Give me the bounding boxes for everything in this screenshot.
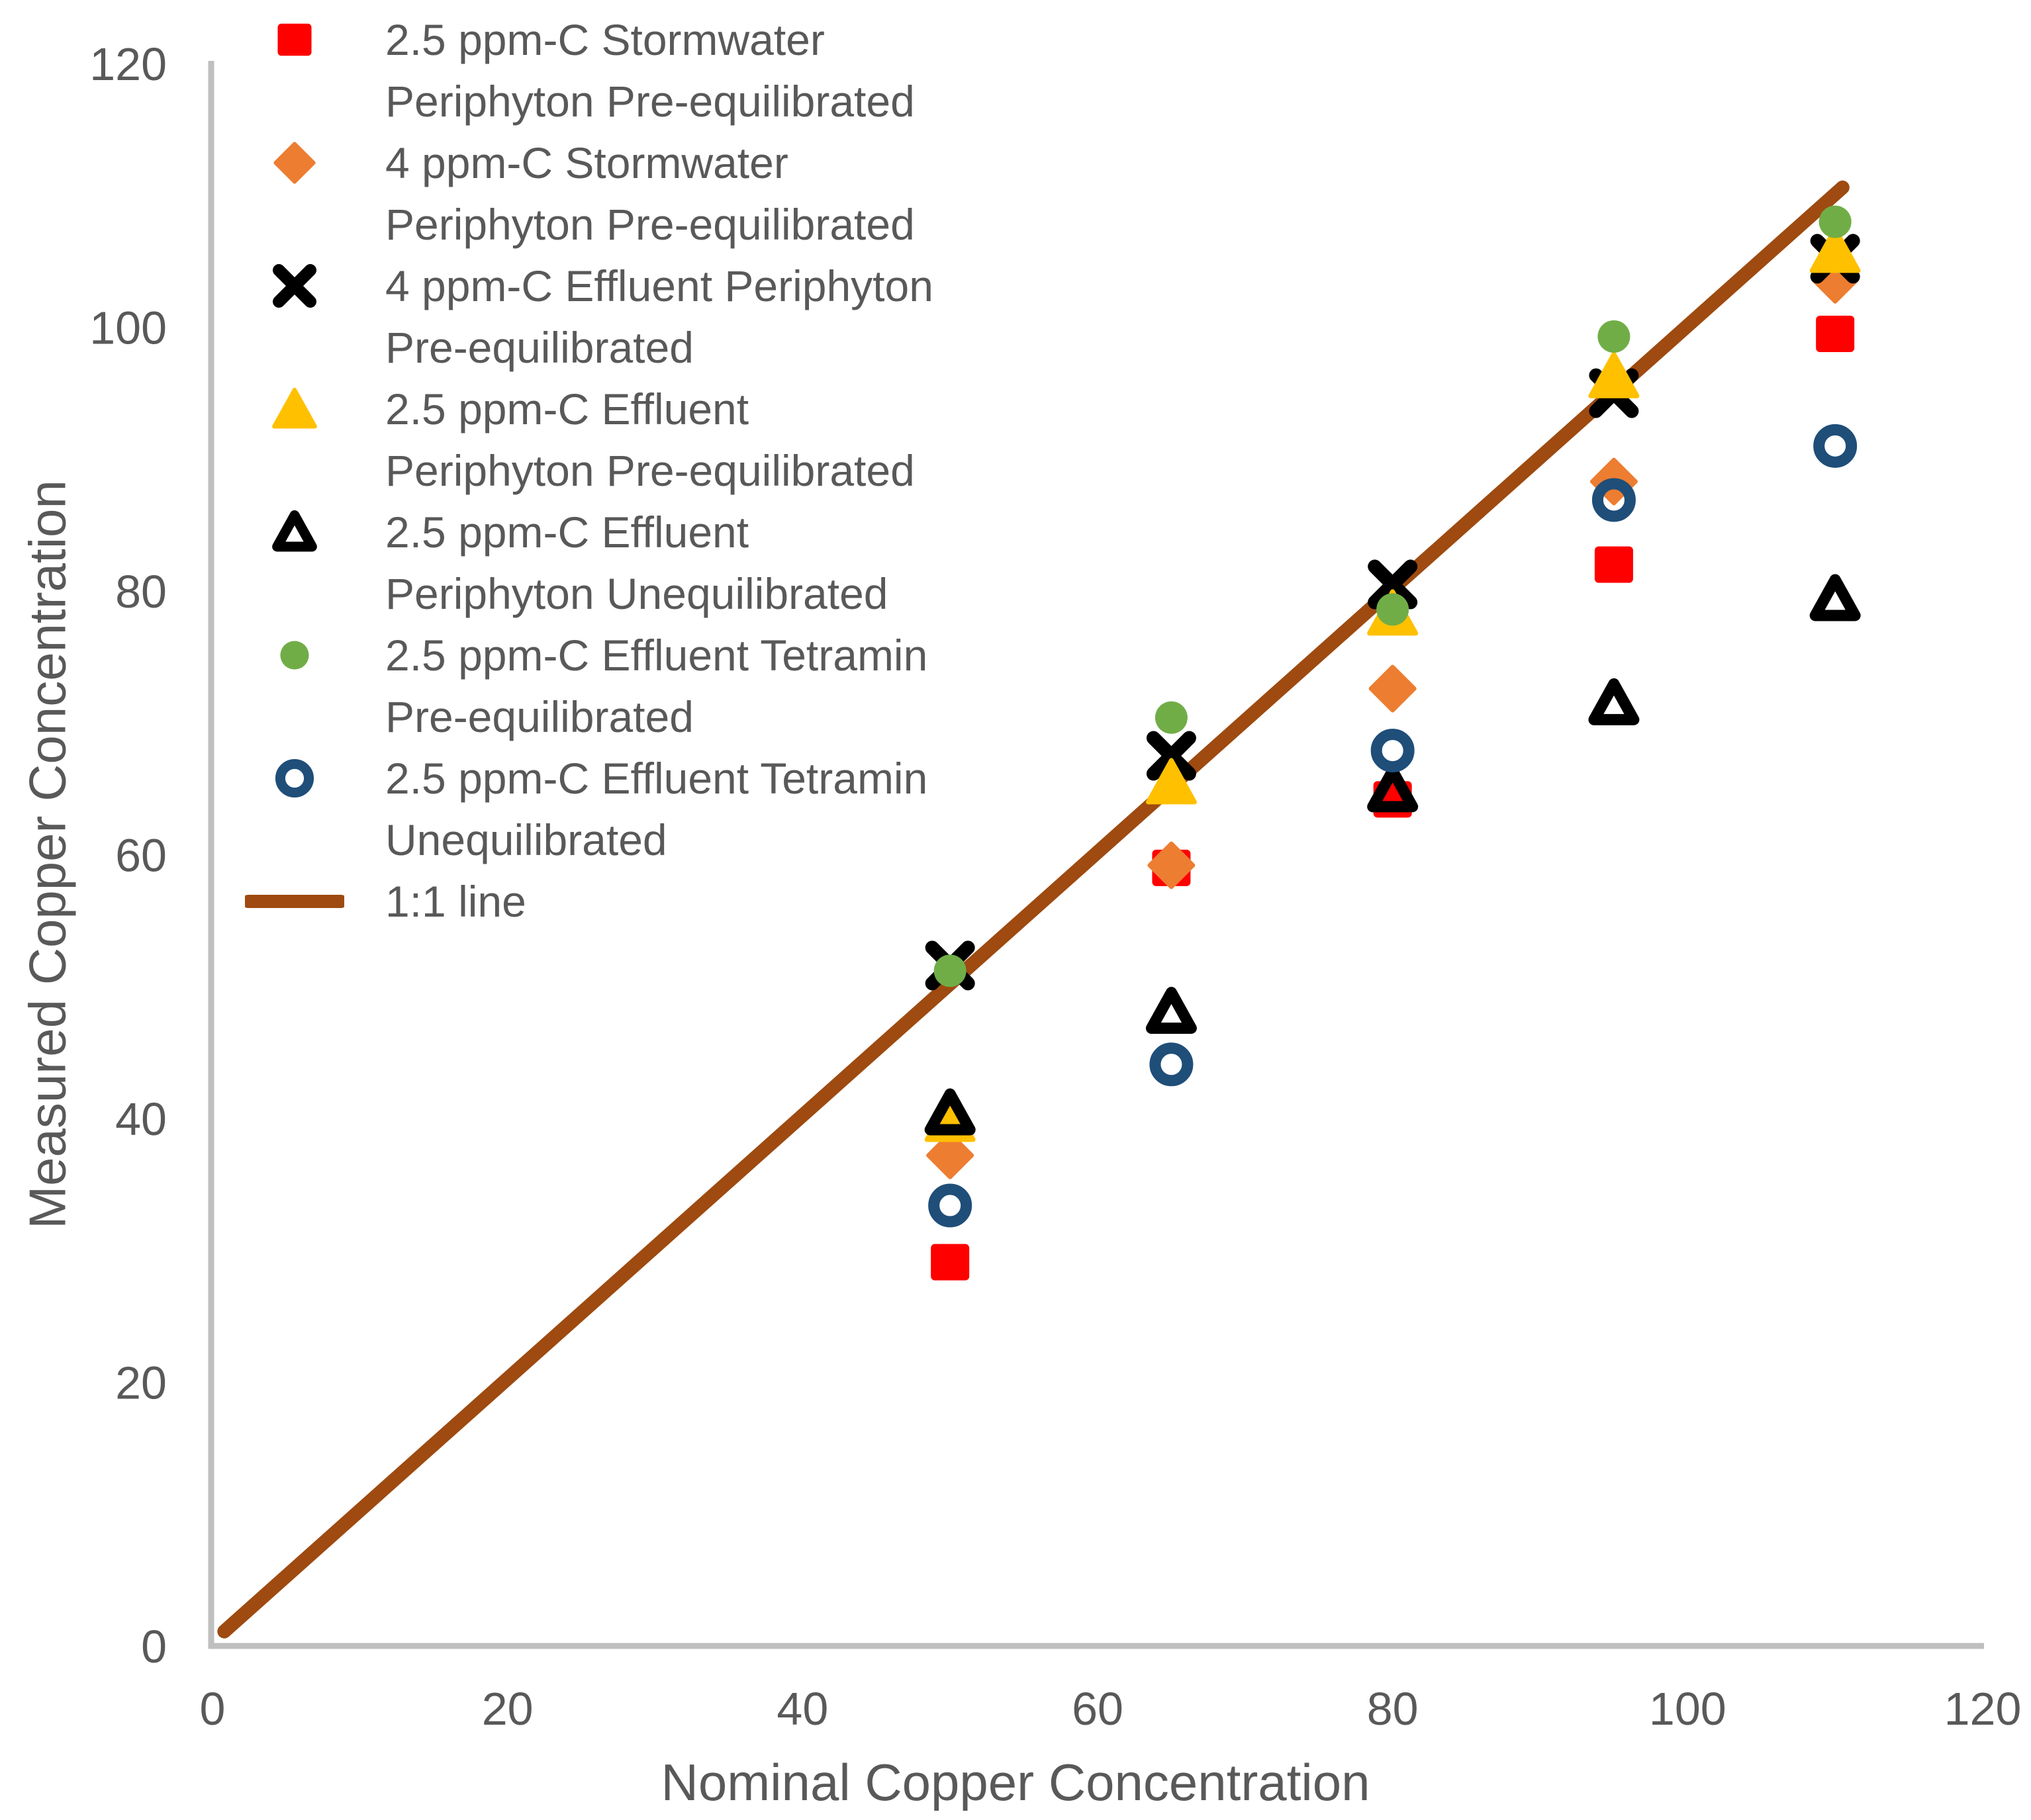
data-point-marker — [1376, 593, 1409, 626]
y-tick-label: 40 — [115, 1093, 167, 1145]
legend-label: 4 ppm-C Stormwater Periphyton Pre-equili… — [385, 138, 915, 249]
one-to-one-line — [217, 180, 1850, 1639]
square-legend-icon — [245, 9, 344, 71]
data-point-marker — [1368, 664, 1417, 713]
data-point-marker — [928, 1183, 972, 1228]
circle-marker-icon — [280, 641, 309, 670]
legend: 2.5 ppm-C Stormwater Periphyton Pre-equi… — [245, 9, 933, 933]
data-point-marker — [1145, 987, 1197, 1034]
x-legend-icon — [245, 255, 344, 317]
x-tick-label: 60 — [1072, 1683, 1123, 1735]
series-circle-open — [928, 424, 1858, 1228]
data-point-marker — [924, 1088, 976, 1136]
legend-label: 2.5 ppm-C Effluent Tetramin Pre-equilibr… — [385, 631, 928, 741]
series-square — [931, 315, 1855, 1281]
data-point-marker — [1813, 424, 1858, 468]
y-tick-label: 20 — [115, 1357, 167, 1409]
legend-item: 2.5 ppm-C Effluent Tetramin Pre-equilibr… — [245, 625, 933, 748]
legend-item: 4 ppm-C Effluent Periphyton Pre-equilibr… — [245, 255, 933, 379]
legend-item: 1:1 line — [245, 871, 933, 933]
data-point-marker — [1370, 729, 1415, 773]
circle-open-legend-icon — [245, 748, 344, 809]
data-point-marker — [1145, 758, 1197, 805]
series-circle — [933, 205, 1852, 987]
legend-label: 1:1 line — [385, 877, 526, 926]
y-tick-label: 100 — [89, 302, 167, 354]
data-point-marker — [1367, 765, 1419, 813]
square-marker-icon — [277, 23, 312, 56]
data-point-marker — [926, 1131, 974, 1179]
legend-label: 2.5 ppm-C Effluent Periphyton Pre-equili… — [385, 385, 915, 495]
data-point-marker — [1809, 574, 1861, 621]
legend-item: 2.5 ppm-C Effluent Periphyton Unequilibr… — [245, 502, 933, 625]
series-diamond — [926, 255, 1860, 1179]
x-tick-label: 0 — [200, 1683, 226, 1735]
x-tick-label: 40 — [777, 1683, 828, 1735]
triangle-marker-icon — [272, 387, 317, 429]
data-point-marker — [1147, 841, 1196, 889]
x-tick-label: 80 — [1367, 1683, 1419, 1735]
data-point-marker — [1588, 351, 1640, 398]
x-tick-label: 100 — [1649, 1683, 1726, 1735]
data-point-marker — [933, 954, 967, 987]
x-axis-title: Nominal Copper Concentration — [661, 1753, 1370, 1811]
y-tick-label: 120 — [89, 38, 167, 90]
data-point-marker — [1368, 559, 1418, 610]
series-triangle-open — [924, 574, 1861, 1136]
diamond-marker-icon — [273, 142, 316, 184]
x-tick-label: 20 — [482, 1683, 534, 1735]
triangle-legend-icon — [245, 379, 344, 440]
data-point-marker — [1149, 1042, 1194, 1087]
legend-item: 2.5 ppm-C Effluent Tetramin Unequilibrat… — [245, 748, 933, 871]
y-tick-label: 60 — [115, 830, 167, 882]
legend-item: 2.5 ppm-C Stormwater Periphyton Pre-equi… — [245, 9, 933, 132]
line-legend-icon — [245, 871, 344, 933]
data-point-marker — [1809, 226, 1861, 273]
legend-item: 4 ppm-C Stormwater Periphyton Pre-equili… — [245, 132, 933, 255]
y-axis-title: Measured Copper Concentration — [18, 480, 77, 1229]
circle-legend-icon — [245, 625, 344, 686]
data-point-marker — [1597, 320, 1630, 353]
y-tick-label: 0 — [141, 1621, 167, 1672]
legend-label: 2.5 ppm-C Effluent Tetramin Unequilibrat… — [385, 754, 928, 864]
circle-open-marker-icon — [275, 758, 314, 798]
data-point-marker — [1594, 546, 1633, 583]
x-tick-label: 120 — [1944, 1683, 2022, 1735]
data-point-marker — [931, 1244, 970, 1281]
data-point-marker — [1816, 315, 1855, 352]
triangle-open-legend-icon — [245, 502, 344, 563]
legend-item: 2.5 ppm-C Effluent Periphyton Pre-equili… — [245, 379, 933, 502]
triangle-open-marker-icon — [272, 510, 317, 552]
legend-label: 2.5 ppm-C Stormwater Periphyton Pre-equi… — [385, 15, 915, 126]
data-point-marker — [1155, 701, 1188, 734]
legend-label: 2.5 ppm-C Effluent Periphyton Unequilibr… — [385, 508, 888, 618]
data-point-marker — [1818, 205, 1852, 238]
data-point-marker — [1146, 731, 1196, 781]
legend-label: 4 ppm-C Effluent Periphyton Pre-equilibr… — [385, 261, 933, 372]
x-marker-icon — [273, 264, 316, 308]
diamond-legend-icon — [245, 132, 344, 194]
y-tick-label: 80 — [115, 566, 167, 617]
data-point-marker — [1591, 478, 1636, 522]
data-point-marker — [1588, 678, 1640, 725]
